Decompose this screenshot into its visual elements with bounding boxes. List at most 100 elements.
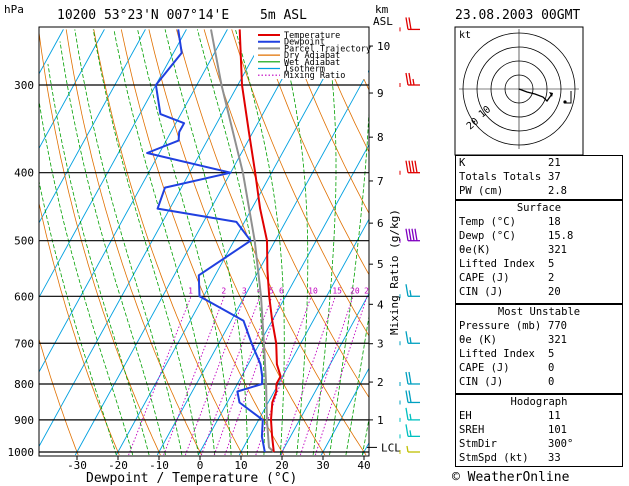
wind-barb <box>399 424 420 439</box>
x-axis-label: Dewpoint / Temperature (°C) <box>86 471 297 486</box>
temperature-line <box>238 29 282 453</box>
mixing-ratio-label: 5 <box>269 286 274 295</box>
mixing-ratio-line <box>314 296 368 456</box>
legend-label: Mixing Ratio <box>284 71 345 81</box>
wind-barb <box>399 331 420 346</box>
copyright: © WeatherOnline <box>452 470 570 485</box>
km-tick-label: 9 <box>377 87 384 100</box>
index-row: Pressure (mb) 770 <box>459 320 567 332</box>
x-tick-label: 0 <box>197 459 204 472</box>
hodograph-trace <box>518 88 553 103</box>
hodograph: kt 1020 <box>454 26 584 156</box>
wind-barb <box>399 228 420 243</box>
dry-adiabat-line <box>148 29 326 456</box>
mixing-ratio-label: 25 <box>364 286 374 295</box>
wet-adiabat-line <box>47 63 150 456</box>
index-row: EH 11 <box>459 410 561 422</box>
plot-frame <box>38 26 370 457</box>
wet-adiabat-line <box>39 98 134 456</box>
wind-barbs <box>399 17 420 454</box>
x-tick-label: 10 <box>234 459 247 472</box>
mixing-ratio-line <box>299 296 354 456</box>
isotherm-line <box>39 29 105 150</box>
indices-top: K 21 Totals Totals 37 PW (cm) 2.8 <box>455 156 623 198</box>
index-row: StmSpd (kt) 33 <box>459 452 561 464</box>
mixing-ratio-label: 10 <box>308 286 318 295</box>
hodograph-unit: kt <box>459 30 471 41</box>
wind-barb <box>399 160 420 175</box>
wet-adiabat-line <box>113 29 216 456</box>
mixing-ratio-line <box>163 296 225 456</box>
mixing-ratio-label: 3 <box>242 286 247 295</box>
mixing-ratio-label: 1 <box>188 286 193 295</box>
hodograph-title: Hodograph <box>510 396 568 408</box>
mixing-ratio-label: 20 <box>350 286 360 295</box>
dry-adiabat-line <box>176 29 367 456</box>
surface-box <box>455 200 623 304</box>
km-tick-label: 10 <box>377 40 390 53</box>
wind-barb <box>399 407 420 422</box>
wet-adiabat-line <box>39 179 117 456</box>
legend-label: Wet Adiabat <box>284 58 340 68</box>
legend-label: Parcel Trajectory <box>284 44 371 54</box>
most-unstable-indices: Most Unstable Pressure (mb) 770 θe (K) 321… <box>455 305 623 389</box>
most-unstable-title: Most Unstable <box>497 306 581 318</box>
dry-adiabat-line <box>286 29 369 215</box>
km-tick-label: 8 <box>377 131 384 144</box>
index-row: CAPE (J) 2 <box>459 272 555 284</box>
legend-label: Isotherm <box>284 65 325 75</box>
sounding-series <box>146 29 282 453</box>
mixing-ratio-lines: 1 2 3 4 5 6 10 15 20 25 <box>128 286 374 456</box>
isotherm-line <box>39 29 146 224</box>
x-tick-label: 40 <box>357 459 370 472</box>
index-row: Lifted Index 5 <box>459 258 555 270</box>
dry-adiabat-line <box>258 29 369 276</box>
wind-barb <box>399 284 420 299</box>
pressure-tick-label: 600 <box>14 290 34 303</box>
dry-adiabat-line <box>93 29 243 456</box>
mixing-ratio-line <box>184 296 246 456</box>
parcel-trajectory-line <box>210 29 275 453</box>
dry-adiabat-line <box>231 29 369 337</box>
index-row: Lifted Index 5 <box>459 348 555 360</box>
mixing-ratio-line <box>224 296 283 456</box>
station-elevation: 5m ASL <box>260 8 307 23</box>
legend-label: Temperature <box>284 31 340 41</box>
index-row: Temp (°C) 18 <box>459 216 561 228</box>
km-tick-label: 2 <box>377 376 384 389</box>
mixing-ratio-line <box>213 296 273 456</box>
index-row: θe (K) 321 <box>459 334 567 346</box>
wind-barb <box>399 445 420 454</box>
pressure-grid-lines <box>39 84 369 453</box>
index-row: Totals Totals 37 <box>459 171 561 183</box>
most-unstable-box <box>455 304 623 394</box>
wet-adiabat-line <box>312 29 337 456</box>
km-label: km <box>375 3 389 16</box>
asl-label: ASL <box>373 15 393 28</box>
wet-adiabat-line <box>137 29 232 456</box>
station-info: 10200 53°23'N 007°14'E <box>57 8 229 23</box>
x-tick-label: -20 <box>108 459 128 472</box>
km-tick-label: 6 <box>377 217 384 230</box>
wet-adiabat-line <box>164 29 248 455</box>
mixing-ratio-line <box>255 296 312 456</box>
km-tick-label: 1 <box>377 414 384 427</box>
dry-adiabat-line <box>39 201 120 456</box>
index-row: CAPE (J) 0 <box>459 362 555 374</box>
lcl-label: LCL <box>381 441 401 454</box>
index-row: SREH 101 <box>459 424 567 436</box>
hodograph-arrow <box>549 92 553 97</box>
surface-title: Surface <box>516 202 562 214</box>
km-tick-label: 7 <box>377 175 384 188</box>
axis-labels: 300 400 500 600 700 800 900 1000 -30 -20 -10 0 10 20 3… <box>8 40 402 472</box>
hodograph-indices-box <box>455 394 623 467</box>
pressure-tick-label: 700 <box>14 337 34 350</box>
mixing-ratio-line <box>128 296 192 456</box>
mixing-ratio-label: 15 <box>332 286 342 295</box>
wet-adiabat-lines <box>39 29 369 456</box>
index-row: K 21 <box>459 157 561 169</box>
wind-barb <box>399 371 420 386</box>
legend-label: Dry Adiabat <box>284 51 340 61</box>
isotherm-line <box>39 29 228 373</box>
dry-adiabat-line <box>39 337 79 456</box>
